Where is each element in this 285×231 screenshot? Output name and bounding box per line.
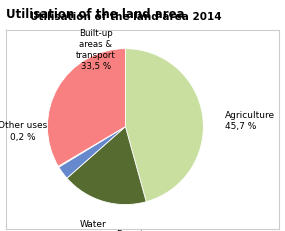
Wedge shape xyxy=(67,127,146,205)
Text: Built-up
areas &
transport
33,5 %: Built-up areas & transport 33,5 % xyxy=(76,29,116,71)
Wedge shape xyxy=(47,49,125,167)
Title: Utilisation of the land area 2014: Utilisation of the land area 2014 xyxy=(30,12,221,22)
Text: Forestry
17,8 %: Forestry 17,8 % xyxy=(116,230,153,231)
Text: Water
2,8 %: Water 2,8 % xyxy=(79,219,106,231)
Text: Agriculture
45,7 %: Agriculture 45,7 % xyxy=(225,111,275,131)
Text: Other uses
0,2 %: Other uses 0,2 % xyxy=(0,121,47,141)
Text: Utilisation of the land area: Utilisation of the land area xyxy=(6,8,184,21)
Wedge shape xyxy=(58,127,125,167)
Wedge shape xyxy=(125,49,203,202)
Wedge shape xyxy=(59,127,125,178)
